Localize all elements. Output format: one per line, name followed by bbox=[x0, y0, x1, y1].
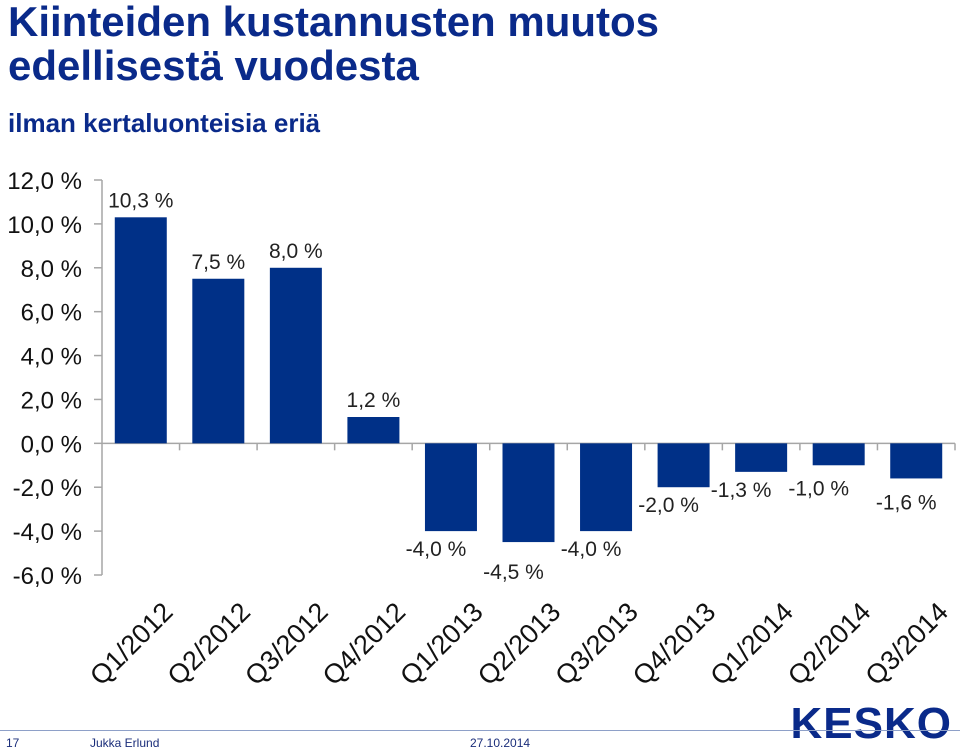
data-label: -4,0 % bbox=[406, 538, 467, 561]
data-label: 8,0 % bbox=[269, 240, 323, 263]
bar-chart: 12,0 % 10,0 % 8,0 % 6,0 % 4,0 % 2,0 % 0,0 % -2,… bbox=[7, 168, 956, 691]
y-tick-label: 8,0 % bbox=[21, 256, 82, 283]
x-tick-label: Q3/2013 bbox=[549, 597, 643, 691]
page-number: 17 bbox=[6, 736, 20, 750]
x-tick-label: Q1/2012 bbox=[84, 597, 178, 691]
footer-divider bbox=[0, 730, 960, 731]
x-tick-label: Q4/2012 bbox=[317, 597, 411, 691]
footer-date: 27.10.2014 bbox=[470, 736, 531, 750]
y-tick-label: -6,0 % bbox=[13, 563, 82, 590]
bar bbox=[812, 443, 865, 466]
y-tick-label: 4,0 % bbox=[21, 344, 82, 371]
bar bbox=[657, 443, 710, 488]
y-tick-label: 10,0 % bbox=[7, 212, 82, 239]
data-label: -1,0 % bbox=[788, 477, 849, 500]
kesko-logo: KESKO bbox=[790, 699, 952, 748]
bar bbox=[890, 443, 943, 479]
data-label: 7,5 % bbox=[191, 251, 245, 274]
chart-title: Kiinteiden kustannusten muutos edellises… bbox=[8, 0, 659, 88]
data-label: -1,3 % bbox=[711, 479, 772, 502]
title-line-2: edellisestä vuodesta bbox=[8, 42, 419, 89]
footer: 17 Jukka Erlund 27.10.2014 bbox=[0, 730, 960, 751]
y-tick-label: 6,0 % bbox=[21, 300, 82, 327]
x-tick-label: Q1/2014 bbox=[704, 597, 798, 691]
bar bbox=[580, 443, 633, 532]
data-label: -2,0 % bbox=[638, 494, 699, 517]
bar bbox=[424, 443, 477, 532]
y-tick-label: 0,0 % bbox=[21, 431, 82, 458]
bar bbox=[269, 267, 322, 444]
bar bbox=[502, 443, 555, 543]
data-label: 10,3 % bbox=[108, 189, 173, 212]
x-tick-label: Q2/2014 bbox=[782, 597, 876, 691]
bar bbox=[192, 278, 245, 444]
x-tick-label: Q3/2012 bbox=[239, 597, 333, 691]
data-label: -1,6 % bbox=[876, 491, 937, 514]
chart-subtitle: ilman kertaluonteisia eriä bbox=[8, 108, 321, 138]
x-tick-label: Q4/2013 bbox=[627, 597, 721, 691]
x-tick-label: Q2/2013 bbox=[472, 597, 566, 691]
data-label: 1,2 % bbox=[347, 389, 401, 412]
x-tick-label: Q3/2014 bbox=[860, 597, 954, 691]
y-tick-label: -2,0 % bbox=[13, 475, 82, 502]
title-line-1: Kiinteiden kustannusten muutos bbox=[8, 0, 660, 45]
data-label: -4,0 % bbox=[561, 538, 622, 561]
bar bbox=[735, 443, 788, 472]
author-name: Jukka Erlund bbox=[90, 736, 160, 750]
bar bbox=[114, 217, 167, 444]
bar bbox=[347, 417, 400, 444]
y-tick-label: 12,0 % bbox=[7, 168, 82, 195]
data-label: -4,5 % bbox=[483, 561, 544, 584]
y-tick-label: -4,0 % bbox=[13, 519, 82, 546]
y-tick-label: 2,0 % bbox=[21, 387, 82, 414]
x-tick-label: Q1/2013 bbox=[394, 597, 488, 691]
x-tick-label: Q2/2012 bbox=[162, 597, 256, 691]
